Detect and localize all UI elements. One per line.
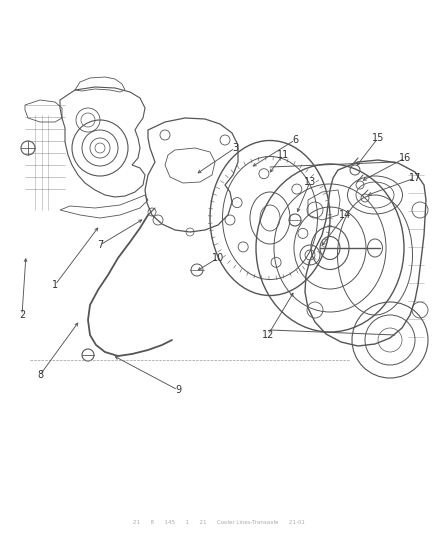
Text: 9: 9 (175, 385, 181, 395)
Text: 21      8      145      1      21      Cooler Lines-Transaxle      21-01: 21 8 145 1 21 Cooler Lines-Transaxle 21-… (133, 520, 305, 525)
Text: 15: 15 (372, 133, 384, 143)
Text: 1: 1 (52, 280, 58, 290)
Text: 13: 13 (304, 177, 316, 187)
Text: 2: 2 (19, 310, 25, 320)
Text: 11: 11 (277, 150, 289, 160)
Text: 14: 14 (339, 210, 351, 220)
Text: 7: 7 (97, 240, 103, 250)
Text: 8: 8 (37, 370, 43, 380)
Text: 12: 12 (262, 330, 274, 340)
Text: 17: 17 (409, 173, 421, 183)
Text: 6: 6 (292, 135, 298, 145)
Text: 16: 16 (399, 153, 411, 163)
Text: 3: 3 (232, 143, 238, 153)
Text: 10: 10 (212, 253, 224, 263)
